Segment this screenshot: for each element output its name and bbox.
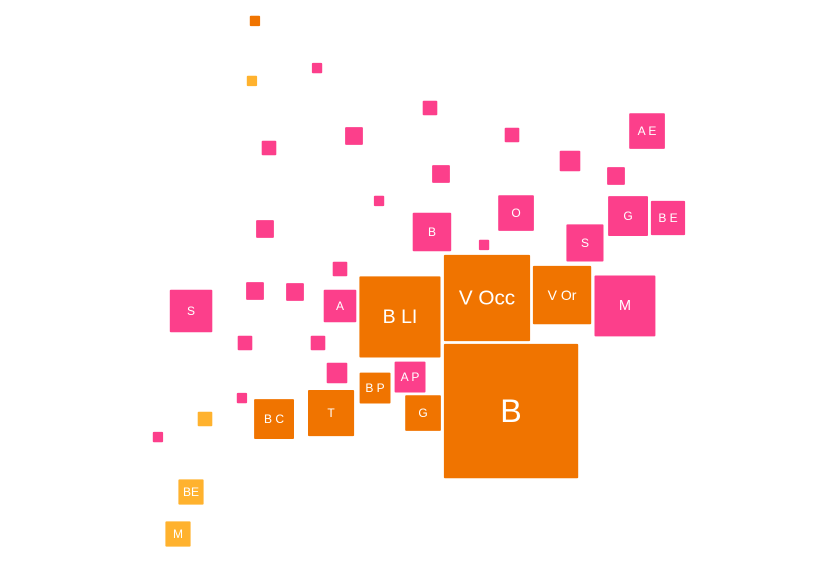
scatter-marker — [345, 127, 363, 145]
scatter-marker — [650, 200, 686, 236]
scatter-marker — [608, 196, 648, 236]
scatter-marker — [629, 113, 665, 149]
scatter-marker — [405, 395, 441, 431]
scatter-marker — [443, 343, 579, 479]
scatter-marker — [310, 335, 326, 351]
scatter-marker — [373, 195, 385, 207]
scatter-marker — [443, 254, 531, 342]
scatter-marker — [422, 100, 438, 116]
scatter-marker — [359, 276, 441, 358]
scatter-marker — [152, 431, 164, 443]
scatter-marker — [566, 224, 604, 262]
scatter-marker — [249, 15, 261, 27]
scatter-marker — [308, 390, 355, 437]
scatter-marker — [165, 521, 191, 547]
scatter-marker — [237, 335, 253, 351]
scatter-marker — [332, 261, 348, 277]
scatter-marker — [478, 239, 490, 251]
scatter-marker — [532, 265, 592, 325]
scatter-marker — [498, 195, 534, 231]
scatter-marker — [236, 392, 248, 404]
scatter-marker — [169, 289, 213, 333]
scatter-marker — [394, 361, 426, 393]
markers-layer — [152, 15, 686, 547]
scatter-marker — [607, 167, 625, 185]
scatter-marker — [359, 372, 391, 404]
scatter-marker — [594, 275, 656, 337]
scatter-marker — [504, 127, 520, 143]
scatter-marker — [323, 289, 357, 323]
scatter-marker — [432, 165, 450, 183]
scatter-marker — [246, 282, 264, 300]
scatter-marker — [261, 140, 277, 156]
scatter-marker — [559, 150, 581, 172]
scatter-marker — [254, 399, 294, 439]
scatter-marker — [326, 362, 348, 384]
scatter-marker — [412, 212, 452, 252]
scatter-marker — [286, 283, 304, 301]
scatter-marker — [246, 75, 258, 87]
scatter-marker — [178, 479, 204, 505]
scatter-marker — [256, 220, 274, 238]
scatter-marker — [197, 411, 213, 427]
scatter-marker — [311, 62, 323, 74]
